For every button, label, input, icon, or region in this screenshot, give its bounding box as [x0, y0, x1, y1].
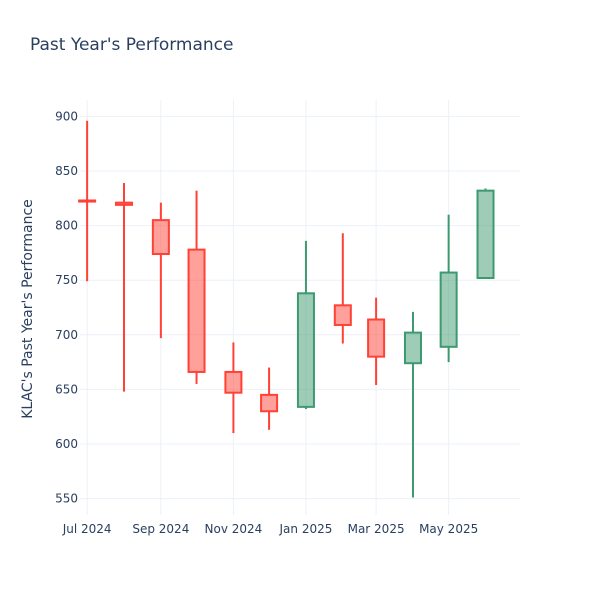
x-tick-label: Jul 2024 [62, 522, 112, 536]
y-tick-label: 600 [55, 437, 78, 451]
y-axis-ticks: 550 600 650 700 750 800 850 900 [55, 109, 78, 505]
candle-body [439, 271, 458, 348]
candle-decreasing [115, 183, 133, 392]
candle-decreasing [78, 120, 97, 282]
candle-body [476, 189, 495, 280]
y-tick-label: 800 [55, 219, 78, 233]
candle-increasing [439, 214, 458, 363]
candle-body [333, 304, 352, 326]
candle-increasing [476, 188, 495, 280]
candle-decreasing [260, 367, 279, 430]
candle-decreasing [187, 190, 206, 384]
y-axis-title: KLAC's Past Year's Performance [20, 199, 36, 419]
y-tick-label: 650 [55, 382, 78, 396]
candle-body [296, 292, 315, 408]
x-tick-label: Sep 2024 [132, 522, 189, 536]
x-axis-ticks: Jul 2024 Sep 2024 Nov 2024 Jan 2025 Mar 2025… [62, 522, 479, 536]
candle-body [187, 248, 206, 373]
y-tick-label: 550 [55, 492, 78, 506]
candle-body [403, 331, 422, 365]
candle-body [260, 393, 279, 413]
candle-decreasing [333, 233, 352, 344]
candle-decreasing [224, 342, 243, 434]
x-tick-label: Jan 2025 [279, 522, 333, 536]
y-tick-label: 900 [55, 109, 78, 123]
x-tick-label: Mar 2025 [348, 522, 405, 536]
candle-body [367, 318, 386, 358]
candle-increasing [296, 240, 315, 410]
candle-body [115, 201, 133, 206]
candle-body [151, 219, 170, 255]
x-tick-label: May 2025 [419, 522, 478, 536]
candles [78, 120, 495, 498]
candle-decreasing [367, 297, 386, 386]
x-tick-label: Nov 2024 [205, 522, 263, 536]
candle-body [78, 199, 97, 203]
y-tick-label: 700 [55, 328, 78, 342]
chart-title: Past Year's Performance [30, 35, 234, 55]
candle-body [224, 370, 243, 394]
y-tick-label: 850 [55, 164, 78, 178]
y-tick-label: 750 [55, 273, 78, 287]
candle-decreasing [151, 202, 170, 339]
candle-increasing [403, 311, 422, 498]
